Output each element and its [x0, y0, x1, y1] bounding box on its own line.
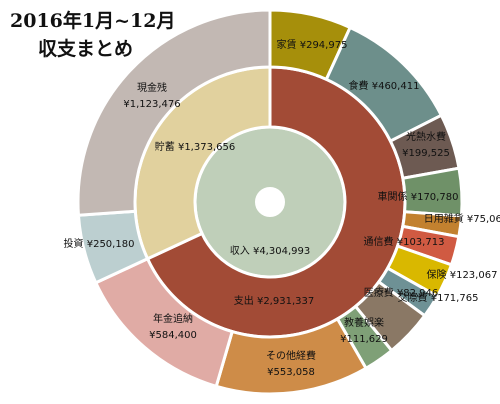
outer-label-13-wrap: 現金残¥1,123,476	[123, 81, 180, 110]
center-ring-income	[195, 127, 345, 277]
inner-label-1: 貯蓄 ¥1,373,656	[155, 141, 235, 153]
outer-label-6: 保険 ¥123,067	[427, 268, 498, 281]
outer-ring-slice-13	[76, 8, 272, 217]
outer-label-3: 車関係 ¥170,780	[378, 190, 459, 203]
outer-label-0: 家賃 ¥294,975	[277, 38, 348, 51]
outer-label-1: 食費 ¥460,411	[349, 79, 420, 92]
outer-label-7: 医療費 ¥82,946	[364, 286, 439, 299]
outer-label-4: 日用雑貨 ¥75,068	[424, 212, 500, 225]
chart-title-line1: 2016年1月~12月	[10, 10, 176, 32]
outer-label-9-wrap: 教養娯楽¥111,629	[340, 316, 388, 345]
center-label-income: 収入 ¥4,304,993	[230, 245, 310, 257]
outer-label-8: 交際費 ¥171,765	[398, 291, 479, 304]
inner-label-0: 支出 ¥2,931,337	[234, 294, 314, 307]
outer-label-5: 通信費 ¥103,713	[364, 235, 445, 248]
outer-label-2-wrap: 光熱水費¥199,525	[402, 130, 450, 159]
chart-title-line2: 収支まとめ	[38, 38, 134, 60]
outer-label-11-wrap: 年金追納¥584,400	[149, 312, 197, 341]
outer-label-10-wrap: その他経費¥553,058	[266, 349, 316, 378]
outer-label-12: 投資 ¥250,180	[64, 237, 135, 250]
